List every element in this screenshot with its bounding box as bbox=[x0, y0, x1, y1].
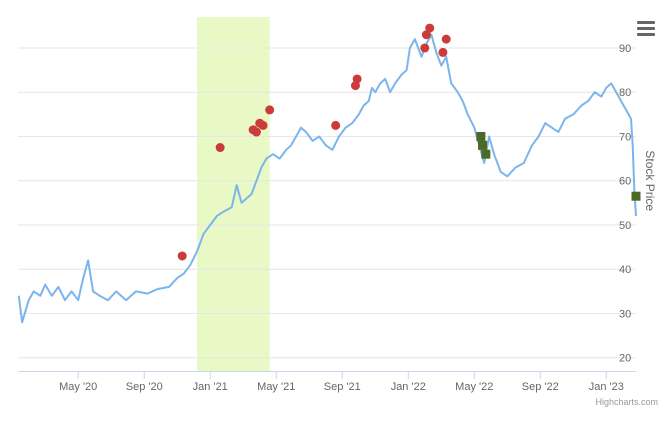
hamburger-menu-icon[interactable] bbox=[635, 18, 659, 40]
buy-marker bbox=[441, 34, 451, 44]
y-axis-title: Stock Price bbox=[643, 150, 657, 211]
credits-link[interactable]: Highcharts.com bbox=[595, 397, 658, 407]
sell-markers bbox=[476, 131, 641, 201]
buy-marker bbox=[421, 30, 431, 40]
price-line bbox=[17, 33, 637, 324]
menu-bar bbox=[637, 21, 655, 24]
y-tick-label: 70 bbox=[619, 131, 631, 143]
x-tick-label: May '20 bbox=[59, 381, 97, 393]
buy-marker bbox=[331, 120, 341, 130]
buy-marker bbox=[215, 143, 225, 153]
buy-marker bbox=[425, 23, 435, 33]
buy-marker bbox=[258, 120, 268, 130]
x-tick-label: Jan '21 bbox=[193, 381, 228, 393]
x-tick-label: Sep '21 bbox=[324, 381, 361, 393]
buy-marker bbox=[438, 47, 448, 57]
buy-markers bbox=[177, 23, 451, 261]
y-tick-label: 40 bbox=[619, 264, 631, 276]
x-tick-label: May '21 bbox=[257, 381, 295, 393]
sell-marker bbox=[476, 131, 486, 141]
y-tick-label: 60 bbox=[619, 176, 631, 188]
x-tick-label: Sep '20 bbox=[126, 381, 163, 393]
buy-marker bbox=[251, 127, 261, 137]
sell-marker bbox=[481, 149, 491, 159]
sell-marker bbox=[478, 140, 488, 150]
y-tick-label: 80 bbox=[619, 87, 631, 99]
buy-marker bbox=[352, 74, 362, 84]
y-tick-label: 20 bbox=[619, 353, 631, 365]
y-axis: 20 30 40 50 60 70 80 90 bbox=[619, 43, 631, 365]
x-tick-label: Jan '22 bbox=[391, 381, 426, 393]
sell-marker bbox=[631, 191, 641, 201]
buy-marker bbox=[177, 251, 187, 261]
x-tick-label: May '22 bbox=[455, 381, 493, 393]
y-tick-label: 30 bbox=[619, 308, 631, 320]
y-tick-label: 50 bbox=[619, 220, 631, 232]
buy-marker bbox=[420, 43, 430, 53]
y-tick-label: 90 bbox=[619, 43, 631, 55]
x-tick-label: Jan '23 bbox=[589, 381, 624, 393]
x-tick-label: Sep '22 bbox=[522, 381, 559, 393]
menu-bar bbox=[637, 33, 655, 36]
highlight-band bbox=[197, 17, 270, 371]
x-axis: May '20 Sep '20 Jan '21 May '21 Sep '21 Jan '… bbox=[18, 371, 636, 393]
buy-marker bbox=[265, 105, 275, 115]
menu-bar bbox=[637, 27, 655, 30]
grid-lines bbox=[18, 47, 636, 359]
